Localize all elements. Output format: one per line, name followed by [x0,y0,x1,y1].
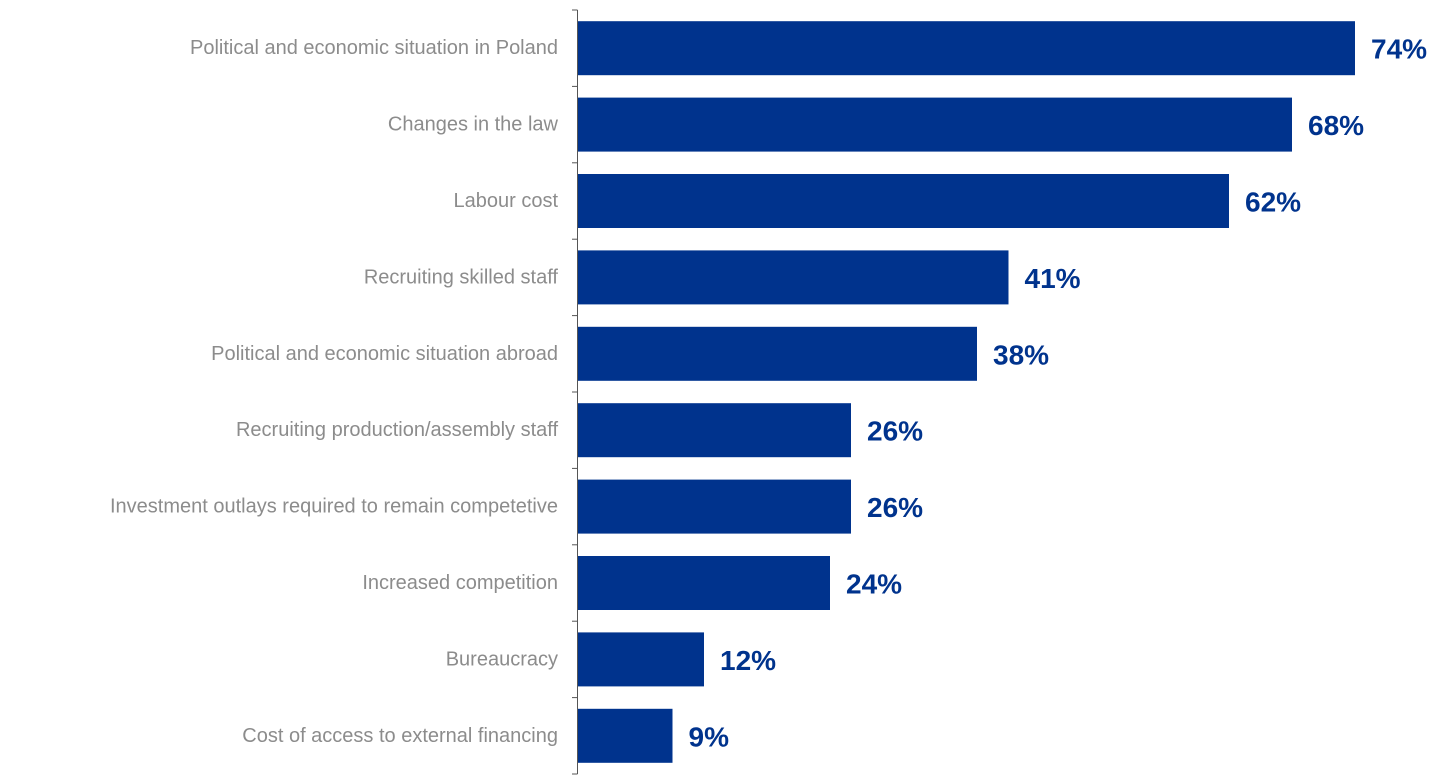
category-label: Bureaucracy [446,648,558,670]
value-label: 26% [867,492,923,523]
value-label: 9% [689,721,730,752]
value-label: 41% [1025,263,1081,294]
value-label: 38% [993,339,1049,370]
value-label: 74% [1371,34,1427,65]
category-label: Changes in the law [388,114,559,136]
bar [578,21,1355,76]
bar [578,326,977,381]
y-axis-ticks [572,9,578,775]
bar [578,708,673,763]
value-label: 68% [1308,110,1364,141]
value-label: 26% [867,416,923,447]
category-label: Political and economic situation in Pola… [190,37,558,59]
bar [578,97,1292,152]
bar [578,403,851,458]
value-labels: 74% 68% 62% 41% 38% 26% 26% 24% 12% 9% [689,34,1428,753]
category-label: Increased competition [362,572,558,594]
value-label: 62% [1245,187,1301,218]
value-label: 12% [720,645,776,676]
bar [578,479,851,534]
category-label: Recruiting skilled staff [364,266,559,288]
category-labels: Political and economic situation in Pola… [110,37,559,747]
bar [578,174,1229,228]
category-label: Recruiting production/assembly staff [236,419,558,441]
bar [578,250,1009,305]
category-label: Investment outlays required to remain co… [110,496,558,518]
category-label: Labour cost [453,190,558,212]
category-label: Cost of access to external financing [242,725,558,747]
bar [578,632,704,687]
category-label: Political and economic situation abroad [211,343,558,365]
value-label: 24% [846,569,902,600]
bar [578,556,830,610]
bars-group [578,21,1355,763]
